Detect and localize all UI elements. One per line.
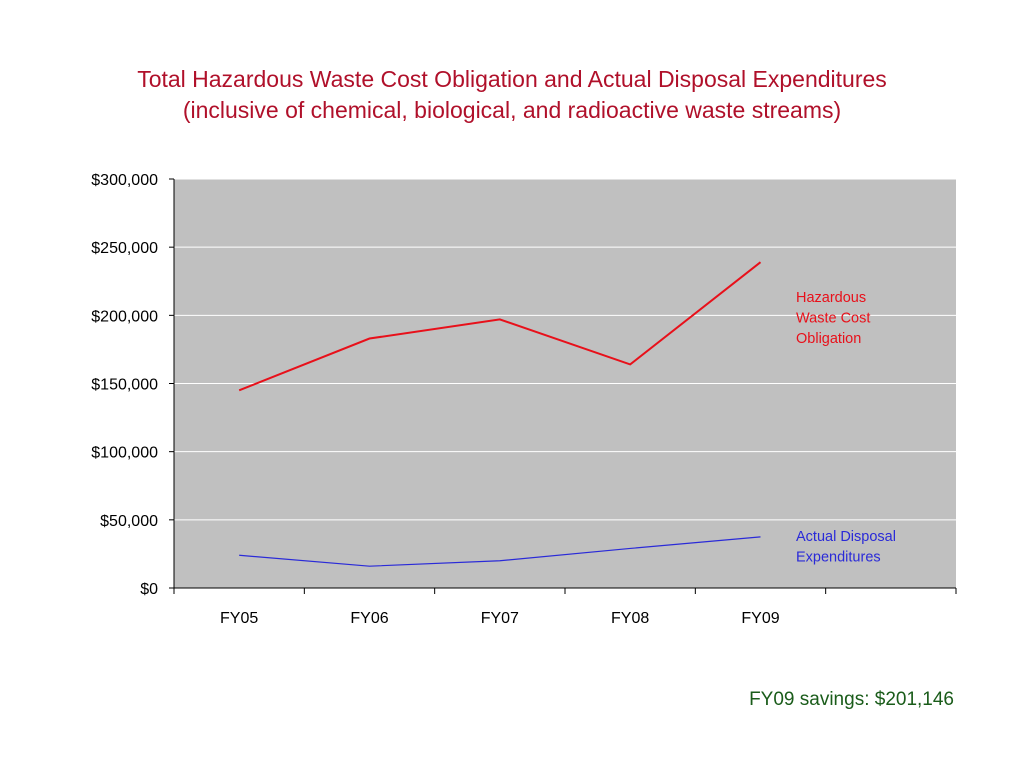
y-tick-label: $0 (140, 581, 158, 598)
y-tick-label: $100,000 (91, 445, 158, 462)
x-tick-label: FY05 (220, 610, 258, 627)
x-tick-label: FY09 (741, 610, 779, 627)
series-label: Hazardous (796, 290, 866, 306)
y-tick-label: $250,000 (91, 240, 158, 257)
series-line-actual-disposal-expenditures (239, 536, 761, 567)
x-tick-label: FY07 (481, 610, 519, 627)
chart-subtitle-line-2: (inclusive of chemical, biological, and … (182, 97, 842, 123)
series-line-hazardous-waste-cost-obligation (238, 261, 762, 392)
y-tick-label: $150,000 (91, 377, 158, 394)
chart-title: Total Hazardous Waste Cost Obligation an… (0, 64, 1024, 126)
series-label: Obligation (796, 331, 861, 347)
x-tick-label: FY08 (611, 610, 649, 627)
savings-note: FY09 savings: $201,146 (749, 689, 954, 710)
y-tick-label: $50,000 (100, 513, 158, 530)
y-tick-label: $200,000 (91, 308, 158, 325)
series-label: Expenditures (796, 550, 881, 566)
x-tick-label: FY06 (350, 610, 388, 627)
chart-title-line-1: Total Hazardous Waste Cost Obligation an… (137, 66, 887, 92)
series-label: Waste Cost (796, 311, 870, 327)
series-label: Actual Disposal (796, 529, 896, 545)
y-tick-label: $300,000 (91, 172, 158, 189)
